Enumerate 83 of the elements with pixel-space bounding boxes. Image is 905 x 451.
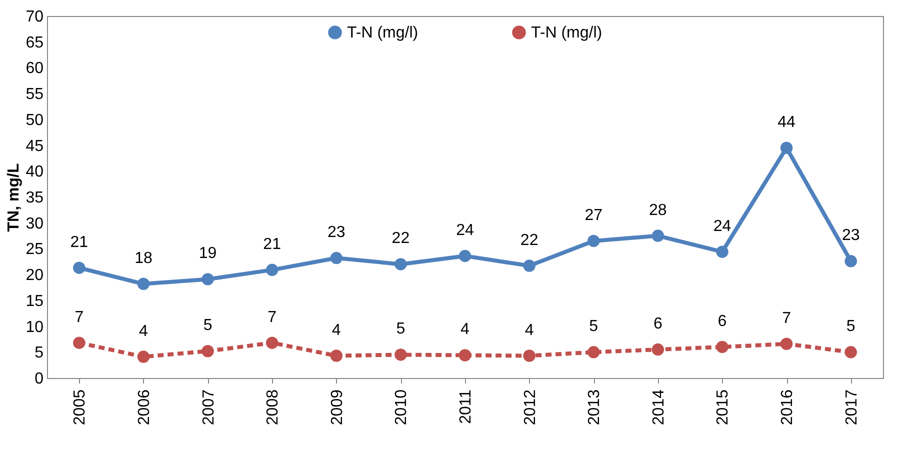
- point: [394, 258, 407, 270]
- point: [73, 336, 86, 349]
- x-tick-label: 2007: [200, 389, 218, 426]
- data-label: 4: [139, 322, 148, 340]
- x-tick-label: 2014: [650, 389, 668, 426]
- data-label: 5: [589, 318, 598, 336]
- data-label: 22: [392, 230, 410, 248]
- point: [202, 344, 214, 358]
- point: [844, 346, 857, 358]
- y-tick-label: 0: [34, 370, 44, 388]
- point: [587, 234, 600, 248]
- data-label: 27: [584, 206, 603, 224]
- x-tick-label: 2011: [458, 389, 474, 424]
- data-label: 24: [713, 218, 732, 235]
- data-label: 44: [778, 114, 796, 131]
- data-label: 7: [782, 310, 792, 327]
- point: [652, 230, 664, 242]
- y-tick-label: 65: [26, 34, 44, 52]
- data-label: 28: [649, 202, 667, 219]
- x-tick-label: 2017: [843, 389, 860, 426]
- x-tick-label: 2008: [264, 389, 282, 426]
- point: [73, 262, 86, 274]
- data-label: 6: [718, 312, 727, 330]
- y-tick-label: 25: [26, 241, 44, 258]
- point: [716, 340, 728, 354]
- data-label: 21: [263, 236, 282, 253]
- point: [716, 246, 728, 258]
- x-tick-label: 2005: [72, 389, 89, 426]
- point: [844, 255, 857, 268]
- data-label: 19: [198, 245, 217, 262]
- point: [266, 264, 278, 276]
- x-tick-label: 2015: [714, 389, 732, 426]
- x-tick-label: 2013: [586, 389, 604, 426]
- point: [394, 348, 407, 361]
- data-label: 5: [846, 318, 856, 336]
- y-tick-label: 60: [26, 60, 44, 78]
- y-tick-label: 40: [26, 164, 44, 181]
- x-tick-label: 2012: [522, 389, 539, 426]
- legend-label: T-N (mg/l): [347, 24, 418, 42]
- y-tick-label: 10: [26, 318, 44, 336]
- data-label: 7: [268, 308, 277, 326]
- data-label: 7: [74, 308, 84, 326]
- point: [330, 350, 343, 362]
- y-tick-label: 70: [26, 8, 44, 26]
- point: [330, 252, 343, 264]
- data-label: 5: [203, 317, 212, 334]
- x-tick-label: 2009: [328, 389, 346, 426]
- data-label: 18: [134, 250, 152, 267]
- x-tick-label: 2006: [136, 389, 153, 426]
- data-label: 4: [524, 322, 534, 339]
- y-tick-label: 20: [26, 267, 44, 284]
- point: [780, 142, 793, 154]
- y-tick-label: 55: [26, 86, 44, 104]
- data-label: 4: [460, 321, 470, 338]
- data-label: 21: [70, 234, 88, 251]
- y-tick-label: 30: [26, 215, 44, 232]
- data-label: 23: [327, 224, 346, 242]
- x-tick-label: 2016: [779, 389, 796, 426]
- point: [458, 250, 472, 262]
- point: [202, 273, 214, 286]
- y-tick-label: 45: [26, 138, 44, 155]
- data-label: 5: [396, 320, 406, 338]
- legend-label: T-N (mg/l): [531, 24, 602, 42]
- y-tick-label: 15: [26, 292, 44, 310]
- y-tick-label: 50: [26, 112, 44, 129]
- point: [780, 338, 793, 350]
- point: [137, 278, 150, 290]
- x-tick-label: 2010: [393, 389, 410, 426]
- point: [458, 349, 472, 362]
- data-label: 23: [842, 227, 860, 244]
- point: [523, 260, 536, 272]
- point: [137, 350, 150, 363]
- data-label: 4: [332, 322, 341, 339]
- point: [587, 346, 600, 358]
- point: [523, 350, 536, 362]
- y-tick-label: 5: [34, 344, 44, 362]
- data-label: 24: [456, 222, 474, 239]
- point: [652, 343, 664, 356]
- data-label: 6: [653, 316, 662, 333]
- point: [266, 336, 278, 349]
- y-tick-label: 35: [26, 190, 44, 206]
- y-axis-title: TN, mg/L: [6, 163, 23, 232]
- data-label: 22: [520, 232, 538, 249]
